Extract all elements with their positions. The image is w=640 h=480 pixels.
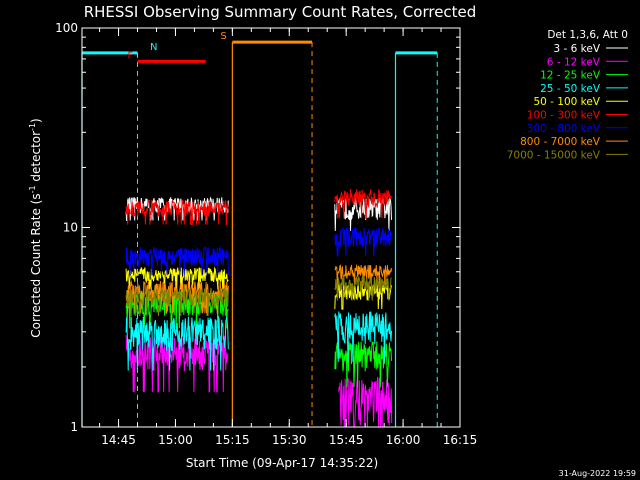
series-4-segment-0 — [125, 266, 229, 290]
x-tick-label-1: 15:00 — [158, 433, 193, 447]
series-5-segment-0 — [125, 199, 229, 226]
series-layer — [125, 188, 393, 428]
x-tick-label-5: 16:00 — [386, 433, 421, 447]
x-tick-label-2: 15:15 — [215, 433, 250, 447]
series-3-segment-1 — [334, 311, 392, 362]
flag-label-F: F — [128, 50, 134, 61]
flag-overlays: N F S — [81, 31, 438, 427]
flag-label-S: S — [220, 31, 226, 42]
series-8-segment-1 — [334, 274, 392, 301]
series-2-segment-1 — [334, 341, 392, 388]
x-tick-label-4: 15:45 — [329, 433, 364, 447]
series-5-segment-1 — [334, 188, 392, 219]
series-6-segment-0 — [125, 245, 229, 276]
y-axis-label-part1: Corrected Count Rate (s — [29, 193, 43, 337]
x-tick-label-3: 15:30 — [272, 433, 307, 447]
y-axis-label: Corrected Count Rate (s-1 detector-1) — [28, 118, 43, 337]
series-6-segment-1 — [334, 226, 392, 257]
x-tick-label-6: 16:15 — [443, 433, 478, 447]
chart-title: RHESSI Observing Summary Count Rates, Co… — [84, 3, 477, 21]
y-axis-label-part3: ) — [29, 118, 43, 123]
legend-label-8: 7000 - 15000 keV — [507, 149, 601, 161]
legend-label-6: 300 - 800 keV — [527, 123, 601, 135]
legend-label-1: 6 - 12 keV — [547, 56, 601, 68]
y-tick-label-1: 10 — [63, 221, 78, 235]
y-tick-label-0: 1 — [70, 420, 78, 434]
legend-label-0: 3 - 6 keV — [553, 43, 600, 55]
y-axis-label-part2: detector — [29, 131, 43, 186]
plot-frame — [81, 27, 461, 428]
y-tick-label-2: 100 — [55, 21, 78, 35]
series-7-segment-1 — [334, 263, 392, 286]
legend-label-7: 800 - 7000 keV — [520, 136, 601, 148]
x-tick-label-0: 14:45 — [101, 433, 136, 447]
legend-label-2: 12 - 25 keV — [540, 70, 601, 82]
y-axis-label-sup1: -1 — [28, 185, 37, 193]
legend-label-3: 25 - 50 keV — [540, 83, 601, 95]
x-axis-label: Start Time (09-Apr-17 14:35:22) — [186, 456, 378, 470]
legend-label-5: 100 - 300 keV — [527, 110, 601, 122]
y-axis-label-sup2: -1 — [28, 123, 37, 131]
series-8-segment-0 — [126, 286, 229, 317]
axis-ticks: 14:45 15:00 15:15 15:30 15:45 16:00 16:15 1 10 10… — [55, 21, 477, 447]
series-3-segment-0 — [125, 316, 229, 371]
flag-label-N: N — [150, 42, 157, 53]
legend-title: Det 1,3,6, Att 0 — [547, 29, 628, 41]
series-2-segment-0 — [125, 290, 229, 329]
timestamp-label: 31-Aug-2022 19:59 — [559, 469, 636, 478]
legend-label-4: 50 - 100 keV — [533, 96, 600, 108]
